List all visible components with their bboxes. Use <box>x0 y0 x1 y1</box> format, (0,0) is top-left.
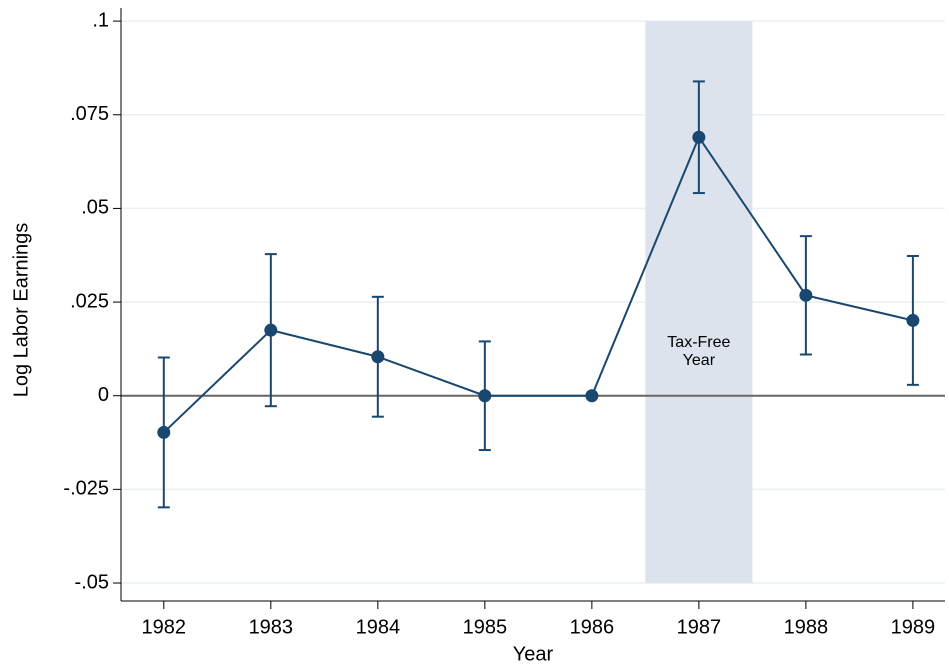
data-point <box>371 350 385 364</box>
x-axis-label: Year <box>513 643 554 665</box>
data-point <box>157 425 171 439</box>
y-tick-label: .025 <box>70 290 109 312</box>
data-point <box>264 323 278 337</box>
y-tick-label: .05 <box>81 197 109 219</box>
y-tick-label: .1 <box>92 9 109 31</box>
data-point <box>799 288 813 302</box>
x-tick-label: 1988 <box>784 616 829 638</box>
y-tick-label: 0 <box>98 384 109 406</box>
x-tick-label: 1982 <box>142 616 187 638</box>
data-line <box>163 135 914 434</box>
data-point <box>692 130 706 144</box>
y-tick-label: -.05 <box>75 571 109 593</box>
data-point <box>478 389 492 403</box>
annotation: Tax-Free <box>667 334 730 351</box>
x-tick-label: 1989 <box>891 616 936 638</box>
y-tick-label: .075 <box>70 103 109 125</box>
x-tick-label: 1986 <box>570 616 615 638</box>
y-tick-label: -.025 <box>63 478 109 500</box>
x-tick-label: 1984 <box>356 616 401 638</box>
annotation: Year <box>683 352 716 369</box>
data-point <box>906 313 920 327</box>
x-tick-label: 1985 <box>463 616 508 638</box>
data-point <box>585 389 599 403</box>
x-tick-label: 1983 <box>249 616 294 638</box>
x-tick-label: 1987 <box>677 616 722 638</box>
y-axis-label: Log Labor Earnings <box>10 223 32 398</box>
